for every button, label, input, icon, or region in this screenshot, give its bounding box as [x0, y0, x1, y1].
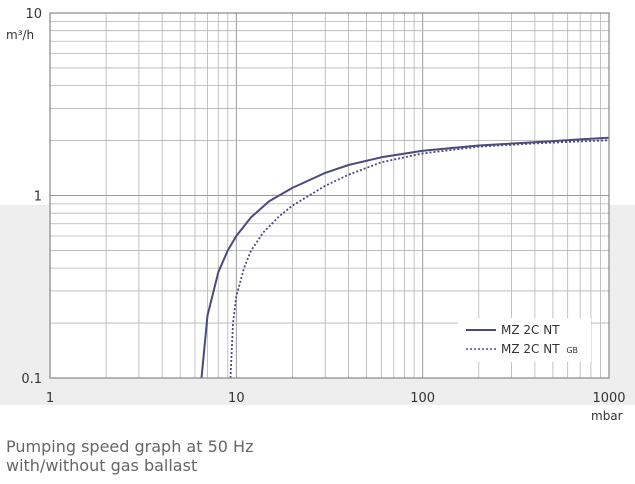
pumping-speed-chart: 1 10 100 1000 0.1 1 10 m³/h mbar MZ 2C NT MZ 2… — [6, 7, 626, 423]
y-tick-label: 1 — [34, 190, 42, 205]
legend-label-subscript: GB — [566, 346, 578, 355]
legend-label-dotted: MZ 2C NT — [501, 342, 560, 356]
x-tick-label: 1000 — [592, 391, 625, 406]
x-unit-label: mbar — [591, 409, 623, 423]
series-line-mz2cnt — [200, 136, 610, 379]
grid — [49, 13, 609, 379]
caption-line-1: Pumping speed graph at 50 Hz — [6, 437, 254, 456]
series-line-gb — [229, 139, 610, 379]
plot-frame — [49, 12, 610, 379]
caption-line-2: with/without gas ballast — [6, 456, 198, 475]
tick-labels: 1 10 100 1000 0.1 1 10 — [21, 7, 625, 406]
y-tick-label: 10 — [25, 7, 42, 22]
x-tick-label: 1 — [46, 391, 54, 406]
chart-caption: Pumping speed graph at 50 Hz with/withou… — [6, 437, 406, 475]
y-unit-label: m³/h — [6, 28, 34, 42]
x-tick-label: 10 — [228, 391, 245, 406]
legend-box — [458, 318, 591, 362]
y-tick-label: 0.1 — [21, 372, 42, 387]
series-lines — [200, 136, 610, 379]
legend-label-dotted-wrap: MZ 2C NT GB — [501, 342, 578, 356]
x-tick-label: 100 — [410, 391, 435, 406]
legend: MZ 2C NT MZ 2C NT GB — [458, 318, 591, 362]
legend-label-solid: MZ 2C NT — [501, 323, 560, 337]
